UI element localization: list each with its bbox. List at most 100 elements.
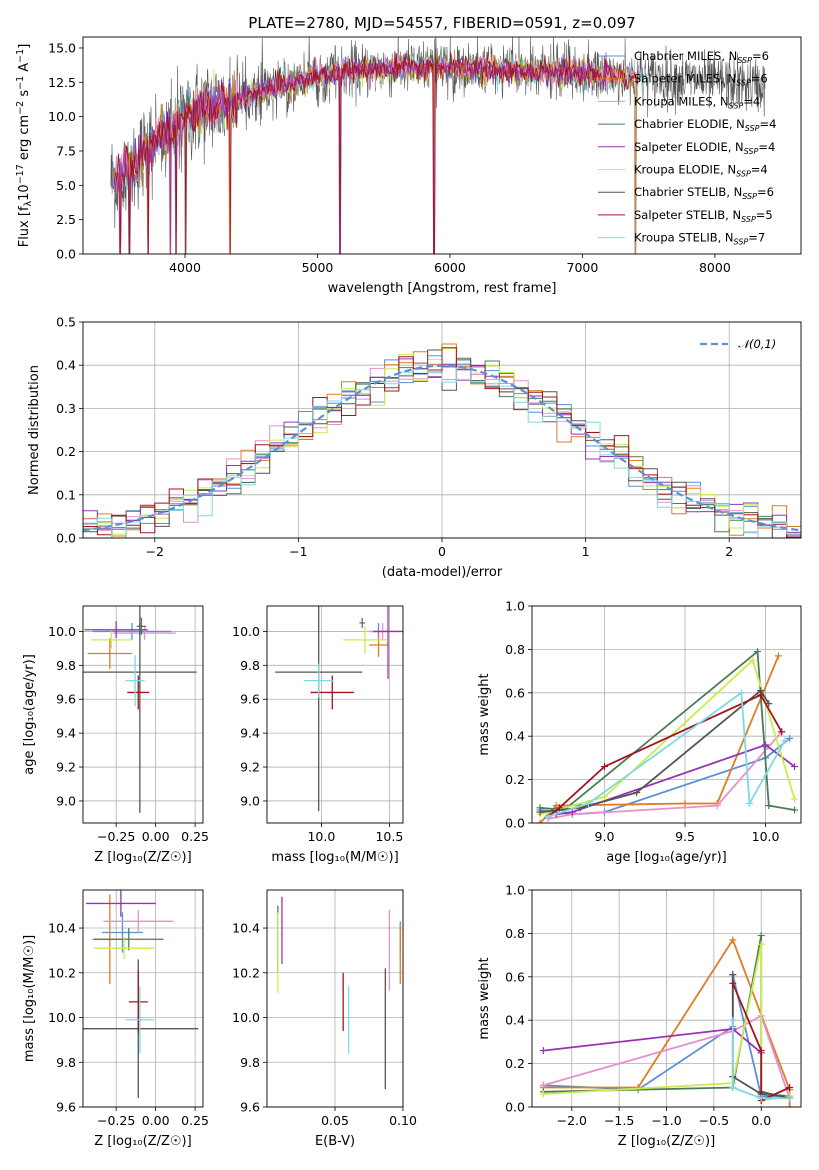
data-point [713,802,721,810]
x-axis-label: mass [log₁₀(M/M☉)] [271,850,398,865]
y-axis-label: mass [log₁₀(M/M☉)] [22,935,37,1062]
series-line [543,1014,791,1099]
legend-entry-count: =5 [756,208,773,222]
y-tick-label: 9.2 [56,760,76,775]
y-tick-label: 1.0 [505,883,525,898]
legend-entry-name: Chabrier ELODIE, N [634,117,745,131]
y-tick-label: 5.0 [56,178,76,193]
mass-vs-Z-panel: −0.25 0.00 0.25 9.6 9.8 10.0 10.2 10.4 Z [log₁₀(… [22,889,209,1149]
x-tick-label: 2 [725,544,733,559]
y-axis-label-part: s [17,90,32,101]
histogram-series [83,348,801,538]
y-tick-label: 2.5 [56,212,76,227]
y-tick-label: 9.2 [240,760,260,775]
data-point [791,795,799,803]
y-tick-label: 9.8 [240,658,260,673]
y-tick-label: 0.0 [505,816,525,831]
data-point [781,737,789,745]
y-axis-label: Flux [fλ10−17 erg cm−2 s−1 A−1] [15,44,34,248]
x-tick-label: 0.0 [751,1113,771,1128]
x-axis-label: Z [log₁₀(Z/Z☉)] [94,850,191,865]
x-tick-label: 0 [438,544,446,559]
legend-entry-subscript: SSP [737,56,752,65]
legend-entry: Salpeter STELIB, NSSP=5 [634,208,773,224]
axes-frame [82,36,802,255]
legend-entry-name: Salpeter STELIB, N [634,208,741,222]
data-point [729,1016,737,1024]
y-axis-label-part: −2 [15,101,26,115]
data-point [568,808,576,816]
y-tick-label: 9.6 [56,1100,76,1115]
data-point [762,741,770,749]
data-point [737,689,745,697]
x-tick-label: −0.25 [97,829,135,844]
data-point [729,979,737,987]
y-tick-label: 0.1 [56,487,76,502]
y-tick-label: 10.0 [48,624,76,639]
data-point [757,1094,765,1102]
x-tick-label: −1 [289,544,307,559]
legend-entry-name: Kroupa ELODIE, N [634,163,736,177]
y-tick-label: 0.4 [505,729,525,744]
residuals-panel: −2 −1 0 1 2 0.0 0.1 0.2 0.3 0.4 0.5 (data-model)/er… [27,315,802,580]
y-tick-label: 0.8 [505,642,525,657]
x-tick-label: 9.5 [675,829,695,844]
y-tick-label: 9.6 [56,692,76,707]
data-point [539,1081,547,1089]
y-axis-label: mass weight [477,957,492,1039]
legend-entry: Salpeter MILES, NSSP=6 [634,72,768,88]
y-tick-label: 0.6 [505,969,525,984]
y-tick-label: 9.0 [56,793,76,808]
x-tick-label: 7000 [567,260,599,275]
spectrum-line [113,51,639,254]
x-tick-label: −2.0 [557,1113,587,1128]
data-point [729,936,737,944]
y-tick-label: 10.0 [48,109,76,124]
data-point [774,652,782,660]
massweight-vs-age-panel: 9.0 9.5 10.0 0.0 0.2 0.4 0.6 0.8 1.0 age [log₁₀(a… [477,599,802,865]
legend-entry: Kroupa STELIB, NSSP=7 [634,231,765,247]
x-tick-label: 9.0 [595,829,615,844]
series-line [556,743,796,816]
axes-frame [82,605,204,824]
y-tick-label: 10.0 [48,1010,76,1025]
axes-frame [531,889,802,1108]
data-point [786,1083,794,1091]
axes-frame [266,889,404,1108]
series-line [539,658,796,816]
x-tick-label: 0.00 [142,829,170,844]
y-tick-label: 9.6 [240,1100,260,1115]
massweight-vs-Z-panel: −2.0 −1.5 −1.0 −0.5 0.0 0.0 0.2 0.4 0.6 0.8 1.0 Z [… [477,883,802,1149]
x-tick-label: −1.5 [604,1113,634,1128]
y-tick-label: 9.4 [56,726,76,741]
legend-entry-name: Chabrier MILES, N [634,49,737,63]
data-point [757,932,765,940]
x-tick-label: 8000 [699,260,731,275]
y-axis-label-part: λ [23,200,34,206]
legend-entry-subscript: SSP [729,101,744,110]
y-tick-label: 0.5 [56,315,76,330]
y-axis-label-part: A [17,63,32,76]
y-tick-label: 9.8 [240,1055,260,1070]
figure-title: PLATE=2780, MJD=54557, FIBERID=0591, z=0… [248,14,635,32]
data-point [539,1047,547,1055]
data-point [584,799,592,807]
data-point [778,728,786,736]
legend-entry-name: Chabrier STELIB, N [634,185,742,199]
x-axis-label: Z [log₁₀(Z/Z☉)] [618,1134,715,1149]
y-tick-label: 9.8 [56,658,76,673]
y-tick-label: 0.6 [505,685,525,700]
legend-entry-subscript: SSP [736,79,751,88]
legend-entry: Chabrier ELODIE, NSSP=4 [634,117,776,133]
data-point [757,940,765,948]
y-tick-label: 10.2 [48,965,76,980]
spectrum-line [110,37,766,254]
y-tick-label: 10.0 [232,1010,260,1025]
y-axis-label-part: Flux [f [17,206,32,247]
legend-entry-count: =6 [751,72,768,86]
data-point [555,804,563,812]
axes-frame [266,605,404,824]
axes-frame [82,889,204,1108]
y-tick-label: 10.4 [232,921,260,936]
x-tick-label: 4000 [169,260,201,275]
